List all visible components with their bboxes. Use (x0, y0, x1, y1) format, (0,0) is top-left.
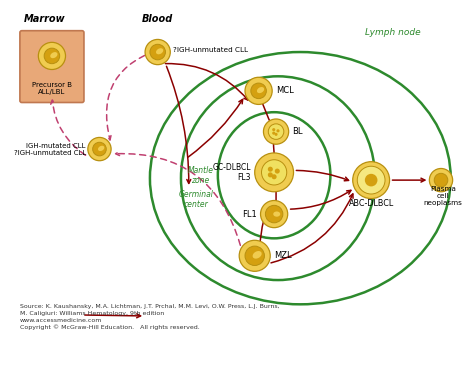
Text: Marrow: Marrow (24, 14, 65, 24)
Circle shape (272, 132, 275, 135)
Text: MCL: MCL (276, 86, 294, 95)
Text: IGH-mutated CLL
?IGH-unmutated CLL: IGH-mutated CLL ?IGH-unmutated CLL (14, 142, 86, 156)
Text: Lymph node: Lymph node (365, 28, 420, 37)
Text: Blood: Blood (142, 14, 173, 24)
Text: Germinal
center: Germinal center (179, 190, 214, 209)
Text: MZL: MZL (274, 251, 292, 260)
Circle shape (145, 39, 170, 65)
Circle shape (239, 240, 270, 271)
Ellipse shape (156, 48, 163, 54)
Circle shape (265, 205, 283, 223)
Circle shape (44, 48, 60, 64)
Ellipse shape (273, 212, 280, 217)
Circle shape (275, 169, 280, 174)
FancyBboxPatch shape (20, 31, 84, 103)
Ellipse shape (98, 146, 104, 151)
Circle shape (274, 133, 278, 136)
Text: Source: K. Kaushansky, M.A. Lichtman, J.T. Prchal, M.M. Levi, O.W. Press, L.J. B: Source: K. Kaushansky, M.A. Lichtman, J.… (20, 304, 280, 330)
Circle shape (261, 201, 288, 228)
Circle shape (357, 166, 385, 194)
Circle shape (353, 162, 390, 199)
Circle shape (365, 174, 377, 187)
Ellipse shape (50, 52, 57, 58)
Text: Plasma
cell
neoplasms: Plasma cell neoplasms (423, 185, 463, 206)
Circle shape (245, 246, 264, 265)
Text: BL: BL (292, 127, 303, 136)
Text: ?IGH-unmutated CLL: ?IGH-unmutated CLL (173, 47, 248, 53)
Circle shape (264, 119, 289, 144)
Circle shape (262, 160, 287, 185)
Circle shape (272, 128, 275, 131)
Text: ABC-DLBCL: ABC-DLBCL (348, 199, 394, 208)
Circle shape (38, 42, 65, 70)
Circle shape (268, 172, 273, 177)
Circle shape (150, 44, 165, 60)
Circle shape (272, 174, 277, 179)
Circle shape (88, 137, 111, 161)
Text: Mantle
zone: Mantle zone (187, 166, 213, 185)
Circle shape (276, 129, 280, 132)
Circle shape (268, 167, 273, 172)
Text: Precursor B
ALL/LBL: Precursor B ALL/LBL (32, 82, 72, 95)
Circle shape (268, 124, 284, 139)
Circle shape (255, 153, 293, 192)
Circle shape (245, 77, 272, 105)
Circle shape (434, 173, 448, 187)
Ellipse shape (253, 251, 262, 259)
Text: FL1: FL1 (242, 210, 256, 219)
Circle shape (429, 169, 453, 192)
Text: GC-DLBCL
FL3: GC-DLBCL FL3 (212, 163, 251, 182)
Ellipse shape (257, 87, 264, 93)
Circle shape (93, 142, 106, 156)
Circle shape (251, 83, 266, 99)
